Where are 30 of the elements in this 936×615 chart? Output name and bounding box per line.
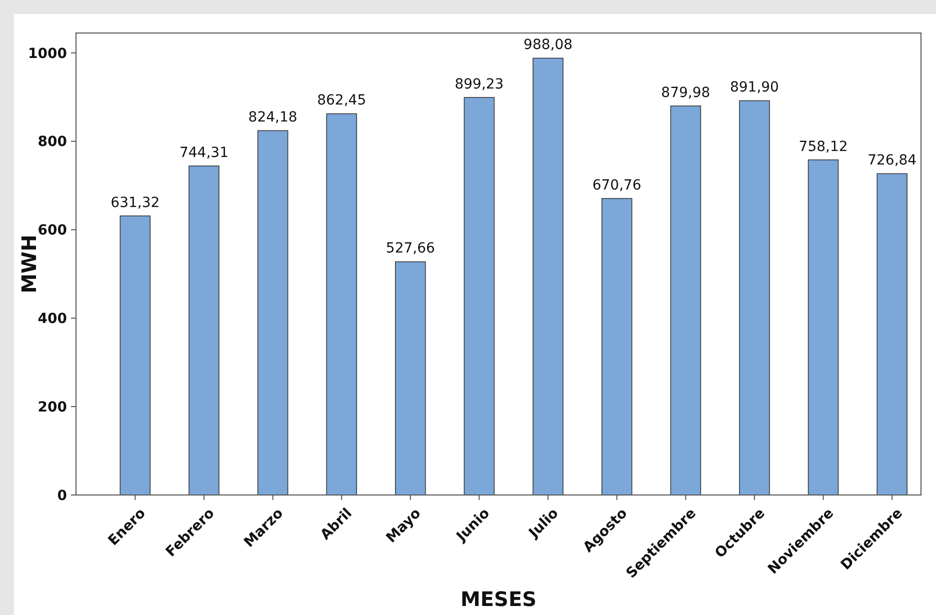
bar bbox=[257, 130, 288, 496]
data-label: 670,76 bbox=[592, 177, 642, 194]
bar bbox=[532, 58, 564, 496]
y-tick-label: 200 bbox=[38, 399, 68, 416]
data-label: 824,18 bbox=[248, 110, 298, 126]
y-tick-label: 800 bbox=[38, 134, 68, 150]
bar bbox=[120, 215, 151, 496]
data-label: 631,32 bbox=[110, 194, 160, 211]
data-label: 988,08 bbox=[524, 37, 573, 54]
data-label: 891,90 bbox=[730, 80, 779, 96]
bar bbox=[876, 173, 908, 496]
bar bbox=[395, 261, 426, 496]
bar bbox=[808, 159, 839, 496]
x-axis-title: MESES bbox=[460, 587, 537, 611]
y-tick-label: 400 bbox=[38, 311, 68, 328]
data-label: 758,12 bbox=[798, 138, 848, 155]
y-tick-label: 0 bbox=[57, 488, 68, 504]
bar bbox=[670, 106, 702, 496]
bar bbox=[739, 100, 770, 496]
data-label: 744,31 bbox=[179, 144, 228, 161]
bar bbox=[601, 198, 632, 496]
data-label: 899,23 bbox=[454, 76, 504, 92]
bar bbox=[464, 97, 495, 496]
data-label: 862,45 bbox=[317, 92, 366, 109]
data-label: 879,98 bbox=[661, 84, 710, 101]
data-label: 527,66 bbox=[386, 240, 435, 257]
y-tick-label: 1000 bbox=[28, 46, 68, 62]
data-label: 726,84 bbox=[868, 152, 917, 169]
bar bbox=[188, 166, 220, 496]
bar bbox=[326, 113, 358, 496]
